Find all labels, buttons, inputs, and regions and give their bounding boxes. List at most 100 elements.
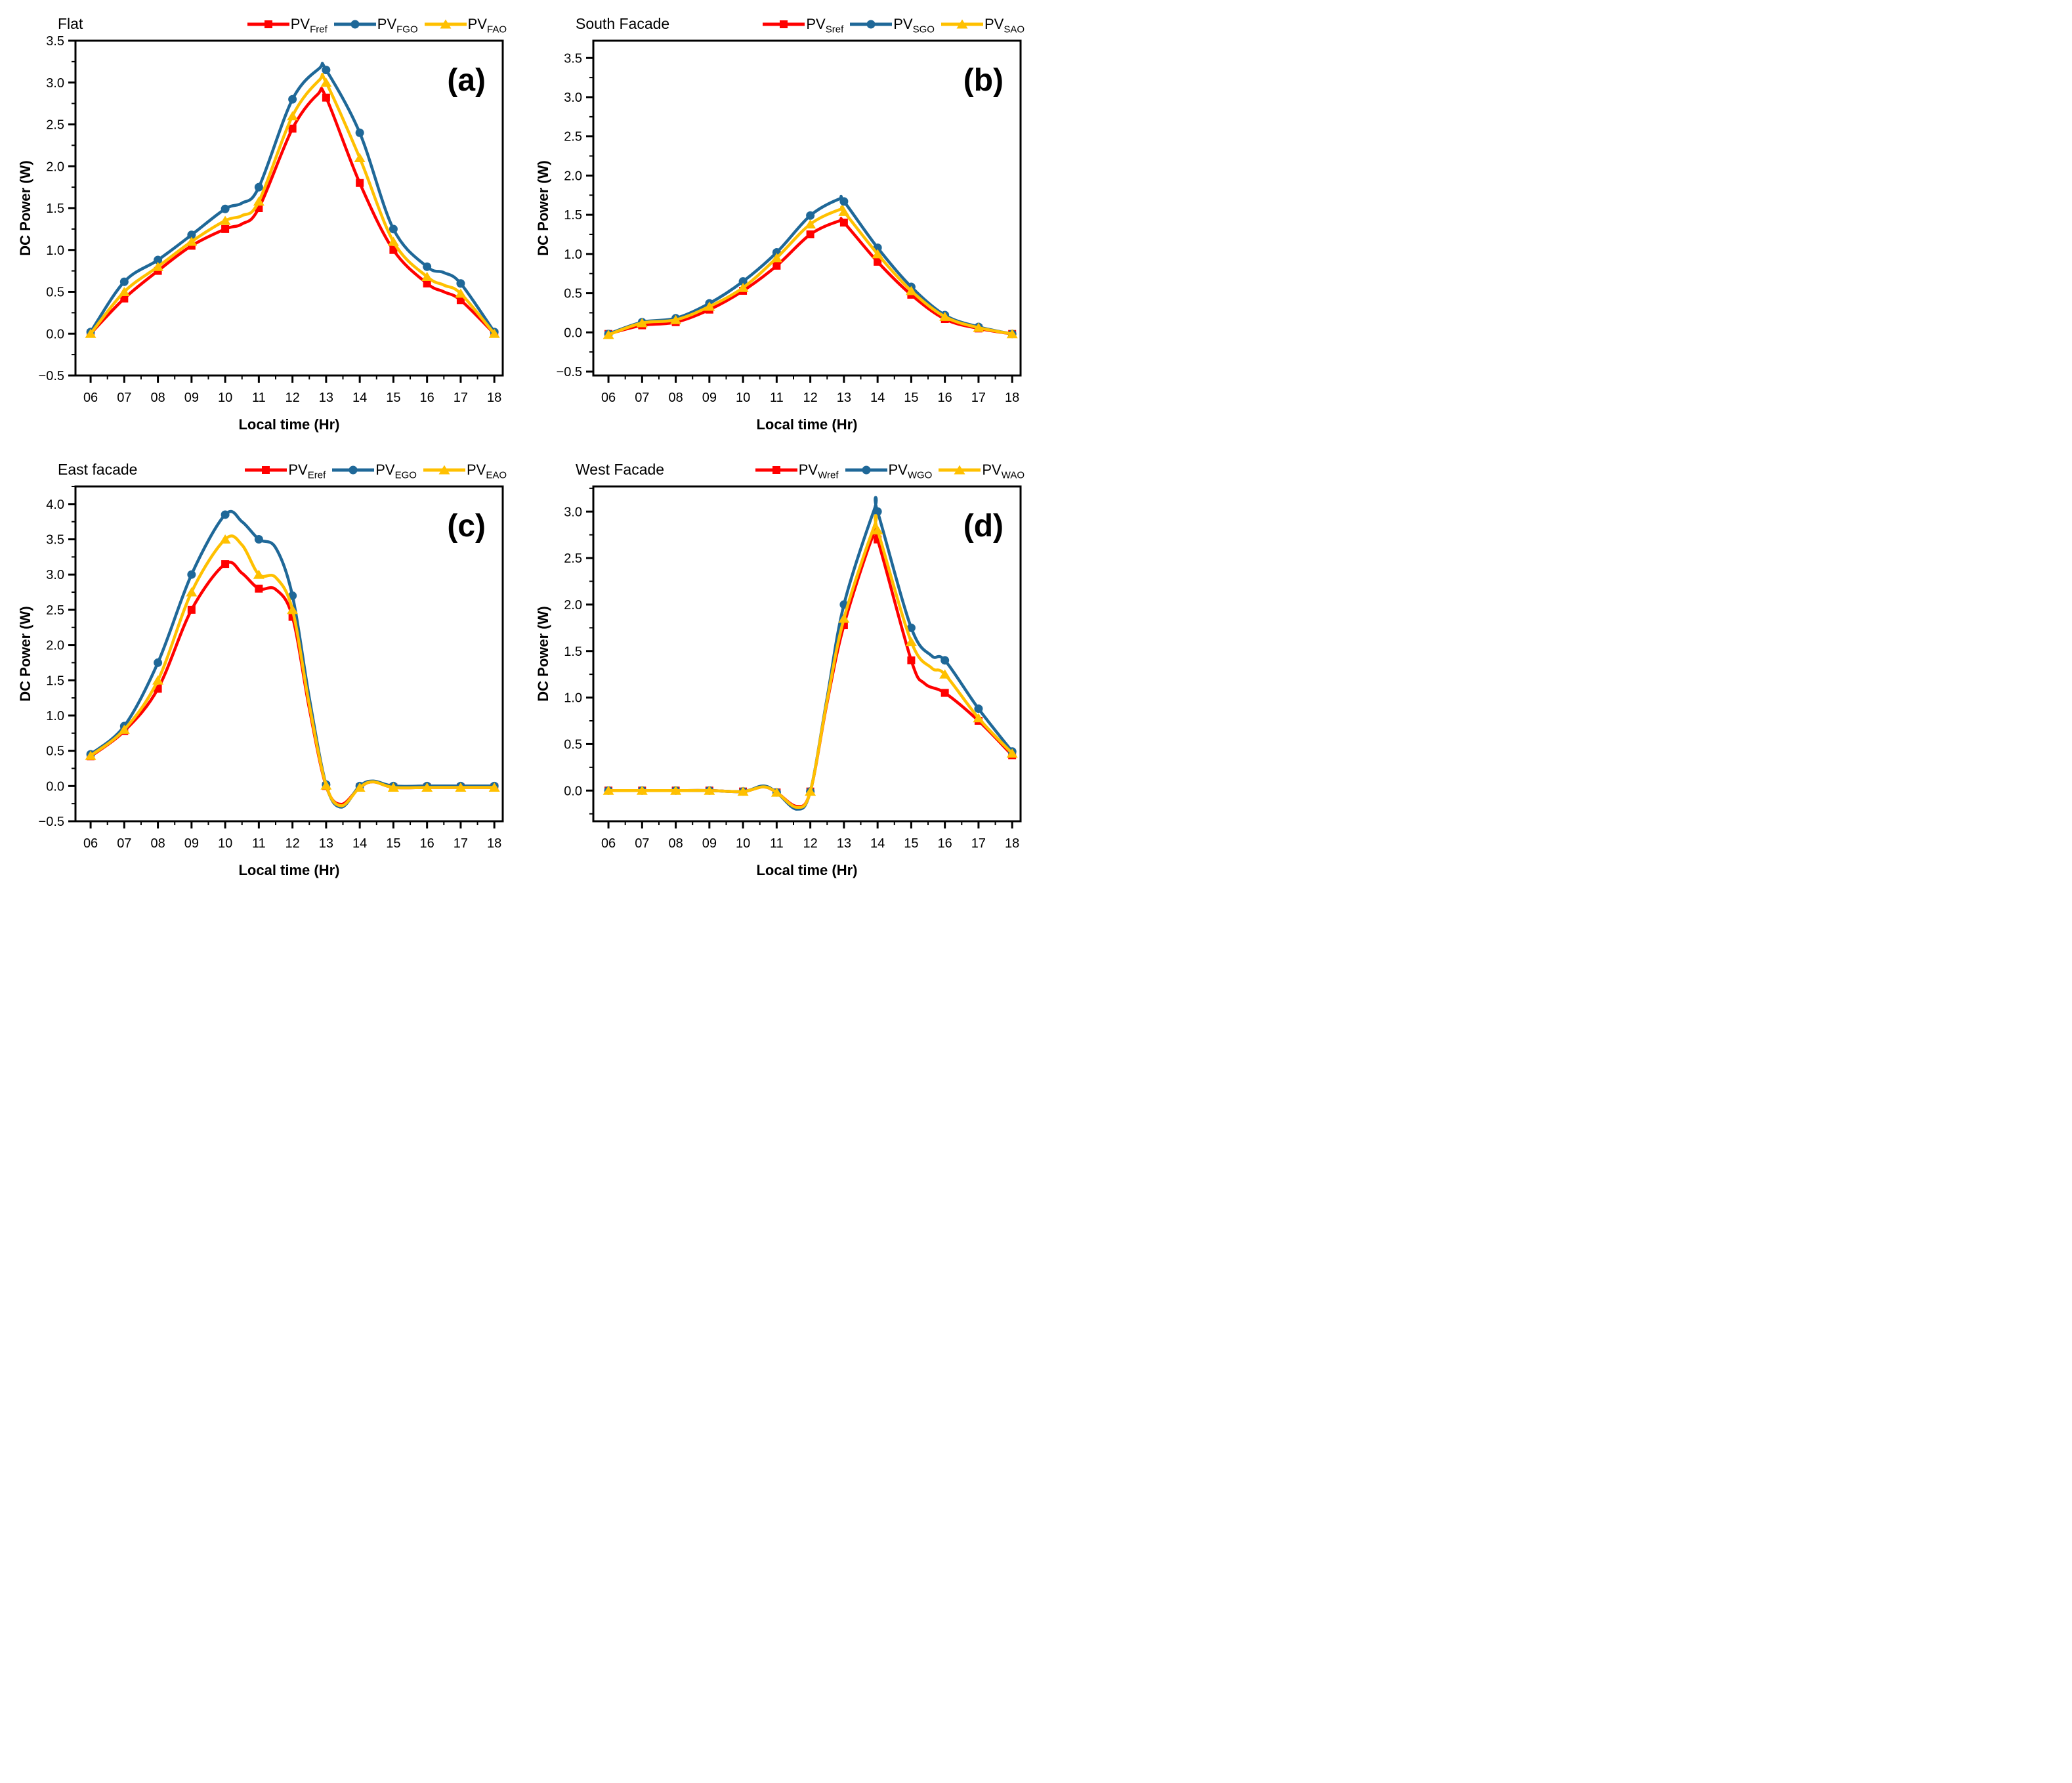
circle-marker [288, 95, 297, 104]
y-tick-label: 2.5 [564, 130, 582, 144]
y-tick-label: 1.5 [46, 674, 64, 688]
triangle-marker [670, 785, 682, 795]
triangle-marker [354, 782, 366, 792]
x-tick-label: 14 [870, 391, 885, 405]
circle-marker [738, 277, 748, 286]
y-tick-label: 1.5 [46, 202, 64, 216]
legend-label-main: PV [893, 16, 913, 32]
triangle-marker [488, 782, 500, 792]
legend-marker-triangle-icon [424, 19, 467, 29]
series-markers-PV_Wref [604, 535, 1017, 797]
triangle-marker [704, 785, 715, 795]
circle-marker [288, 591, 297, 600]
y-tick-label: 1.0 [564, 691, 582, 706]
legend-label-main: PV [467, 16, 487, 32]
legend-item-PV_SGO: PVSGO [850, 16, 935, 35]
y-tick-label: 3.5 [46, 34, 64, 49]
y-axis-ticks: −0.5 0.0 0.5 1.0 1.5 2.0 2.5 3.0 3.5 [39, 34, 75, 383]
plot-frame [74, 39, 504, 377]
legend-item-PV_WAO: PVWAO [939, 462, 1025, 480]
square-marker [187, 605, 196, 614]
triangle-marker [287, 111, 299, 121]
x-tick-label: 10 [218, 391, 232, 405]
square-marker [941, 689, 949, 697]
series-markers-PV_SAO [603, 206, 1018, 339]
panel-title: West Facade [576, 461, 665, 478]
y-tick-label: 3.0 [46, 76, 64, 91]
x-tick-label: 07 [117, 391, 131, 405]
series-line-PV_FAO [89, 72, 496, 335]
circle-marker [254, 183, 263, 192]
legend-marker-square-icon [755, 466, 797, 474]
panel-letter: (b) [963, 63, 1004, 98]
triangle-marker [771, 787, 782, 797]
legend-label-sub: Wref [818, 469, 839, 481]
triangle-marker [320, 77, 332, 87]
square-marker [389, 246, 398, 254]
legend-label: PVWAO [982, 462, 1025, 480]
legend-label: PVSAO [984, 16, 1025, 34]
triangle-marker [636, 318, 648, 328]
x-tick-label: 13 [837, 391, 851, 405]
square-marker [839, 219, 848, 227]
x-tick-label: 08 [150, 836, 165, 851]
x-tick-label: 10 [218, 836, 232, 851]
square-marker [120, 294, 129, 303]
legend-label-main: PV [798, 462, 818, 478]
series-line-PV_Wref [606, 523, 1014, 808]
legend-item-PV_WGO: PVWGO [845, 462, 932, 480]
series-line-PV_WAO [606, 514, 1014, 809]
triangle-marker [85, 328, 96, 338]
y-tick-label: 2.0 [46, 160, 64, 174]
x-tick-label: 11 [252, 391, 266, 405]
x-axis-label: Local time (Hr) [756, 862, 857, 878]
x-tick-label: 15 [386, 836, 400, 851]
triangle-marker [973, 322, 984, 332]
figure-grid: Flat PVFref PVFGO PVFAO −0.5 0.0 0.5 1.0 1.5 2.… [0, 0, 1036, 892]
circle-marker [187, 570, 196, 579]
x-tick-label: 18 [1005, 836, 1019, 851]
y-axis-ticks: 0.0 0.5 1.0 1.5 2.0 2.5 3.0 [564, 487, 593, 815]
y-axis-label: DC Power (W) [535, 606, 551, 701]
legend-marker-triangle-icon [423, 465, 465, 475]
x-tick-label: 07 [635, 391, 649, 405]
y-tick-label: 0.0 [564, 784, 582, 798]
series-markers-PV_EGO [86, 510, 499, 790]
panel-a: Flat PVFref PVFGO PVFAO −0.5 0.0 0.5 1.0 1.5 2.… [0, 0, 518, 446]
square-marker [423, 279, 431, 288]
legend-marker-square-icon [245, 466, 287, 474]
triangle-marker [805, 786, 816, 796]
legend-label: PVSref [806, 16, 843, 34]
y-tick-label: 1.0 [564, 247, 582, 262]
y-axis-label: DC Power (W) [17, 160, 33, 255]
x-tick-label: 06 [601, 836, 616, 851]
x-tick-label: 12 [285, 836, 300, 851]
y-tick-label: 2.0 [46, 639, 64, 653]
triangle-marker [939, 669, 951, 679]
panel-title: Flat [58, 15, 83, 32]
legend-label: PVFAO [467, 16, 507, 34]
legend-item-PV_FAO: PVFAO [424, 16, 507, 34]
square-marker [288, 124, 297, 133]
y-tick-label: 2.0 [564, 169, 582, 183]
legend-label-sub: Eref [307, 469, 326, 481]
y-tick-label: 2.5 [46, 118, 64, 133]
panel-d: West Facade PVWref PVWGO PVWAO 0.0 0.5 1.0 1.… [518, 446, 1036, 892]
series-markers-PV_WAO [603, 525, 1018, 797]
panel-header: Flat PVFref PVFGO PVFAO [13, 5, 511, 34]
triangle-marker [440, 19, 452, 29]
x-tick-label: 07 [117, 836, 131, 851]
triangle-marker [152, 261, 164, 271]
triangle-marker [488, 328, 500, 338]
x-tick-label: 11 [252, 836, 266, 851]
circle-marker [154, 658, 163, 667]
square-marker [221, 560, 230, 569]
x-axis-label: Local time (Hr) [238, 416, 339, 433]
triangle-marker [636, 785, 648, 795]
triangle-marker [771, 253, 782, 263]
legend-label-sub: SGO [912, 24, 935, 35]
legend-label-main: PV [806, 16, 826, 32]
circle-marker [906, 623, 916, 632]
y-tick-label: −0.5 [39, 369, 64, 383]
series-line-PV_SGO [606, 194, 1014, 335]
